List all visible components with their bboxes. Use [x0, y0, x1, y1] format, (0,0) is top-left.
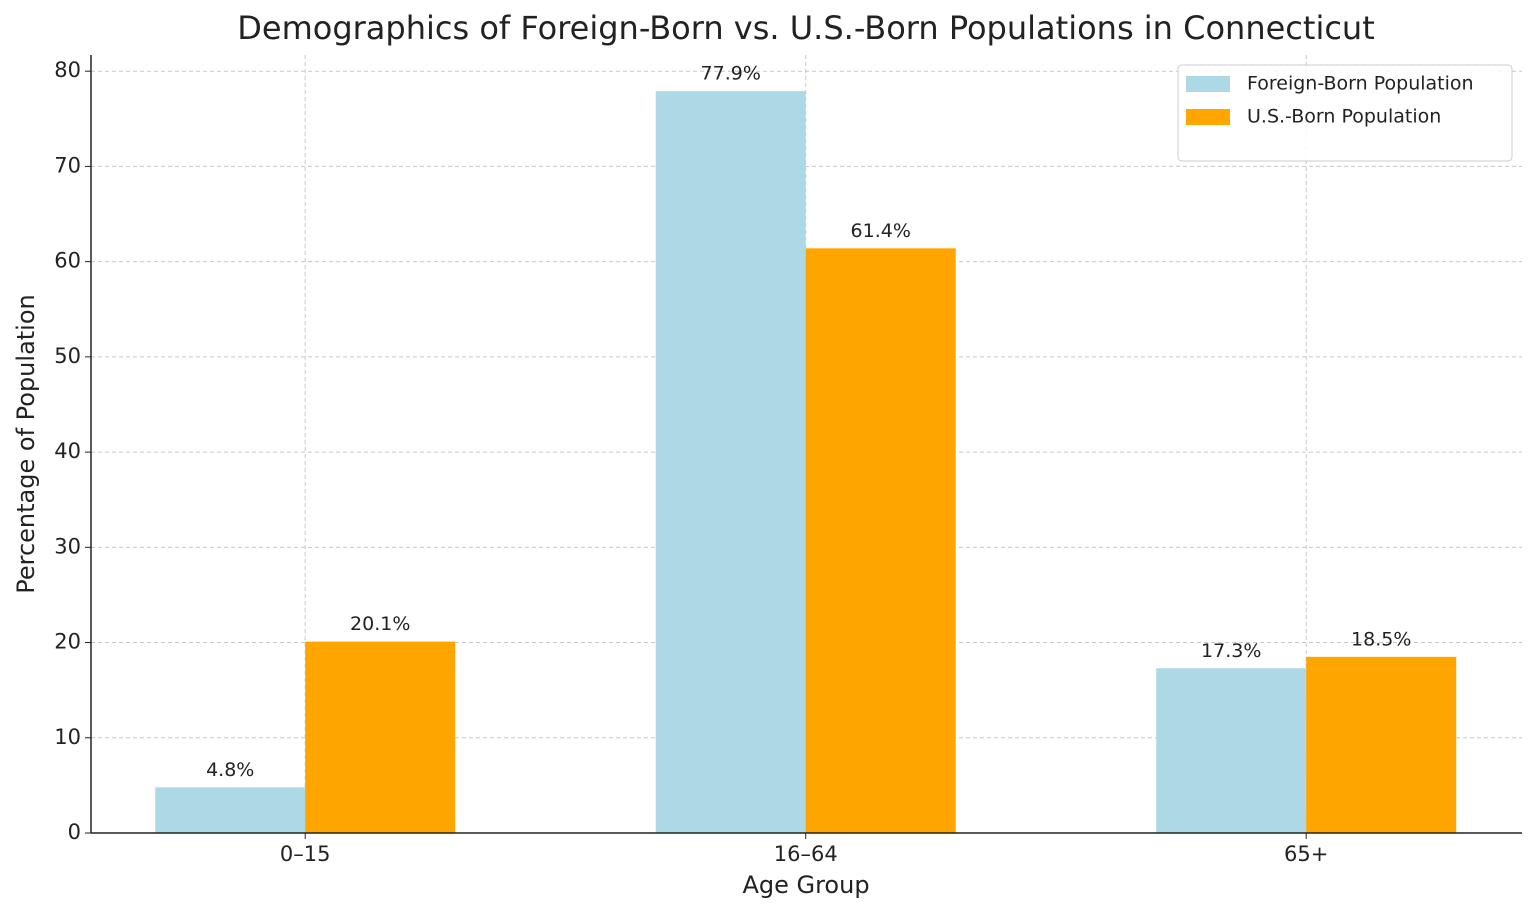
bar — [155, 787, 306, 833]
x-tick-label: 65+ — [1284, 842, 1328, 866]
bar — [1156, 668, 1307, 833]
value-label: 18.5% — [1351, 628, 1411, 650]
y-tick-label: 0 — [68, 820, 81, 844]
y-tick-label: 30 — [54, 534, 81, 558]
y-tick-label: 80 — [54, 58, 81, 82]
legend-label: U.S.-Born Population — [1247, 106, 1441, 128]
chart-title: Demographics of Foreign-Born vs. U.S.-Bo… — [237, 9, 1375, 47]
value-label: 61.4% — [851, 220, 911, 242]
y-axis-label: Percentage of Population — [12, 294, 40, 594]
y-tick-label: 70 — [54, 153, 81, 177]
legend-label: Foreign-Born Population — [1247, 73, 1474, 95]
value-label: 20.1% — [350, 613, 410, 635]
legend-swatch — [1186, 76, 1230, 92]
bar — [305, 641, 456, 833]
y-tick-label: 40 — [54, 439, 81, 463]
legend-swatch — [1186, 109, 1230, 125]
y-tick-label: 20 — [54, 630, 81, 654]
value-label: 77.9% — [701, 63, 761, 85]
value-label: 17.3% — [1201, 640, 1261, 662]
legend-box — [1177, 64, 1513, 162]
bar — [655, 91, 806, 834]
x-axis-label: Age Group — [742, 871, 869, 899]
value-label: 4.8% — [206, 759, 254, 781]
x-tick-label: 16–64 — [774, 842, 838, 866]
y-tick-label: 10 — [54, 725, 81, 749]
bar — [1306, 656, 1457, 833]
bar — [805, 248, 956, 833]
y-tick-label: 50 — [54, 344, 81, 368]
x-tick-label: 0–15 — [280, 842, 331, 866]
y-tick-label: 60 — [54, 249, 81, 273]
